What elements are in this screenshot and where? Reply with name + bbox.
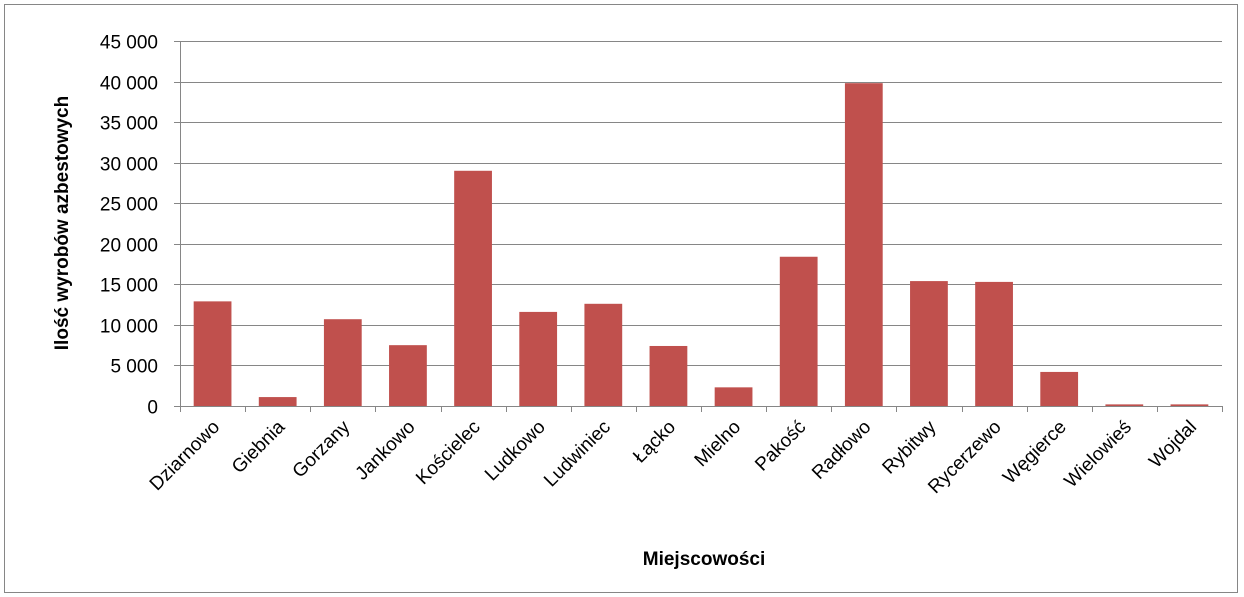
y-tick-label: 25 000 — [100, 195, 158, 216]
bar — [714, 387, 753, 406]
y-axis-title: Ilość wyrobów azbestowych — [52, 96, 73, 350]
y-tick-label: 30 000 — [100, 155, 158, 176]
bar — [389, 345, 427, 406]
y-tick-label: 45 000 — [100, 33, 158, 54]
bar — [1105, 404, 1144, 406]
x-tick-label: Rybitwy — [879, 416, 941, 478]
x-tick-label: Jankowo — [352, 417, 420, 485]
bar — [1040, 371, 1079, 406]
x-tick-label: Ludwiniec — [540, 417, 615, 492]
y-tick-label: 40 000 — [100, 74, 158, 95]
bar — [1170, 404, 1209, 406]
x-tick-label: Giebnia — [228, 416, 289, 477]
y-tick-label: 15 000 — [100, 276, 158, 297]
x-tick-label: Kościelec — [412, 417, 484, 489]
x-tick-label: Łącko — [629, 417, 680, 468]
y-tick-label: 10 000 — [100, 317, 158, 338]
y-tick-labels: 0 5 000 10 000 15 000 20 000 25 000 30 000 35 0… — [100, 33, 158, 419]
bar — [584, 303, 623, 406]
bar — [975, 281, 1013, 406]
bar — [779, 256, 818, 406]
bars — [193, 83, 1209, 406]
y-tick-label: 35 000 — [100, 114, 158, 135]
bar — [454, 170, 492, 406]
x-axis-title: Miejscowości — [643, 549, 766, 570]
x-tick-label: Radłowo — [808, 417, 875, 484]
x-tick-label: Wojdal — [1145, 417, 1201, 473]
axes — [174, 41, 1223, 412]
y-tick-label: 0 — [147, 398, 158, 419]
bar — [649, 345, 688, 406]
bar — [193, 301, 232, 406]
bar — [258, 397, 297, 406]
x-tick-label: Mielno — [691, 417, 745, 471]
bar — [519, 311, 558, 406]
y-tick-label: 5 000 — [110, 357, 158, 378]
x-tick-label: Pakość — [751, 417, 810, 476]
bar — [323, 319, 362, 406]
x-tick-labels: Dziarnowo Giebnia GorzanyJankowoKościelecL… — [146, 416, 1201, 498]
bar — [844, 83, 883, 406]
chart-frame — [4, 4, 1238, 593]
gridlines — [180, 41, 1222, 366]
x-tick-label: Dziarnowo — [146, 417, 224, 495]
y-tick-label: 20 000 — [100, 236, 158, 257]
x-tick-label: Gorzany — [289, 416, 355, 482]
bar — [910, 281, 948, 406]
x-tick-label: Wielowieś — [1061, 417, 1136, 492]
x-tick-label: Ludkowo — [481, 417, 550, 486]
